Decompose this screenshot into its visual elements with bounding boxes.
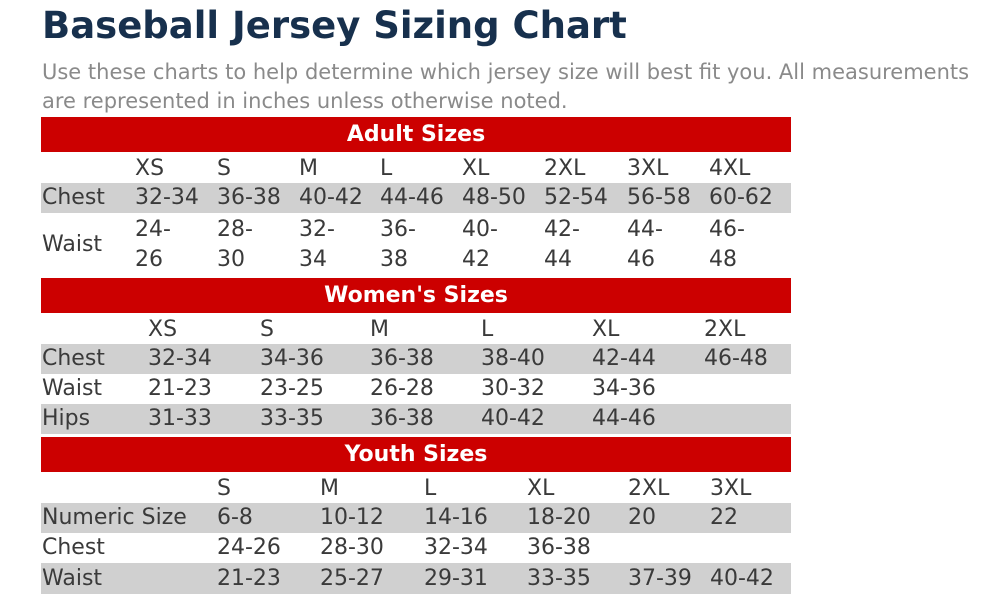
table-cell: 34-36 bbox=[260, 346, 324, 371]
row-label: Chest bbox=[42, 346, 105, 371]
table-header: Youth Sizes bbox=[41, 437, 791, 472]
column-header: XS bbox=[148, 317, 178, 342]
column-header: XL bbox=[527, 476, 555, 501]
table-cell: 23-25 bbox=[260, 376, 324, 401]
table-cell: 40-42 bbox=[462, 217, 498, 272]
column-header: L bbox=[424, 476, 437, 501]
table-cell: 33-35 bbox=[527, 566, 591, 591]
table-header: Women's Sizes bbox=[41, 278, 791, 313]
column-header: S bbox=[217, 476, 231, 501]
table-cell: 32-34 bbox=[135, 185, 199, 210]
table-cell: 24-26 bbox=[217, 535, 281, 560]
column-header: 3XL bbox=[627, 156, 669, 181]
table-cell: 44-46 bbox=[627, 217, 663, 272]
column-header: 2XL bbox=[704, 317, 746, 342]
table-cell: 20 bbox=[628, 505, 656, 530]
table-header: Adult Sizes bbox=[41, 117, 791, 152]
column-header: M bbox=[299, 156, 318, 181]
row-label: Hips bbox=[42, 406, 91, 431]
table-cell: 38-40 bbox=[481, 346, 545, 371]
row-label: Chest bbox=[42, 185, 105, 210]
column-header: L bbox=[481, 317, 494, 342]
column-header: 2XL bbox=[628, 476, 670, 501]
table-cell: 10-12 bbox=[320, 505, 384, 530]
table-cell: 42-44 bbox=[592, 346, 656, 371]
column-header: 4XL bbox=[709, 156, 751, 181]
table-cell: 52-54 bbox=[544, 185, 608, 210]
table-cell: 18-20 bbox=[527, 505, 591, 530]
column-header: XL bbox=[462, 156, 490, 181]
table-cell: 31-33 bbox=[148, 406, 212, 431]
table-cell: 44-46 bbox=[592, 406, 656, 431]
table-cell: 36-38 bbox=[380, 217, 416, 272]
table-cell: 48-50 bbox=[462, 185, 526, 210]
subtitle: Use these charts to help determine which… bbox=[42, 60, 970, 113]
row-label: Chest bbox=[42, 535, 105, 560]
title: Baseball Jersey Sizing Chart bbox=[42, 4, 627, 47]
column-header: 3XL bbox=[710, 476, 752, 501]
table-cell: 32-34 bbox=[299, 217, 335, 272]
table-cell: 56-58 bbox=[627, 185, 691, 210]
table-row bbox=[41, 183, 791, 213]
row-label: Waist bbox=[42, 376, 103, 401]
table-cell: 24-26 bbox=[135, 217, 171, 272]
column-header: M bbox=[370, 317, 389, 342]
column-header: S bbox=[217, 156, 231, 181]
table-row bbox=[41, 503, 791, 533]
table-cell: 28-30 bbox=[217, 217, 253, 272]
table-cell: 40-42 bbox=[299, 185, 363, 210]
table-cell: 32-34 bbox=[424, 535, 488, 560]
column-header: L bbox=[380, 156, 393, 181]
column-header: S bbox=[260, 317, 274, 342]
row-label: Numeric Size bbox=[42, 505, 187, 530]
table-cell: 32-34 bbox=[148, 346, 212, 371]
column-header: 2XL bbox=[544, 156, 586, 181]
table-cell: 26-28 bbox=[370, 376, 434, 401]
table-cell: 40-42 bbox=[710, 566, 774, 591]
table-cell: 21-23 bbox=[217, 566, 281, 591]
table-cell: 21-23 bbox=[148, 376, 212, 401]
table-cell: 36-38 bbox=[217, 185, 281, 210]
table-cell: 42-44 bbox=[544, 217, 580, 272]
row-label: Waist bbox=[42, 566, 103, 591]
table-cell: 44-46 bbox=[380, 185, 444, 210]
column-header: M bbox=[320, 476, 339, 501]
table-row bbox=[41, 404, 791, 434]
table-cell: 22 bbox=[710, 505, 738, 530]
table-cell: 36-38 bbox=[370, 346, 434, 371]
table-cell: 29-31 bbox=[424, 566, 488, 591]
column-header: XL bbox=[592, 317, 620, 342]
table-cell: 14-16 bbox=[424, 505, 488, 530]
table-row bbox=[41, 533, 791, 563]
table-cell: 40-42 bbox=[481, 406, 545, 431]
table-cell: 33-35 bbox=[260, 406, 324, 431]
table-row bbox=[41, 344, 791, 374]
table-cell: 30-32 bbox=[481, 376, 545, 401]
table-cell: 6-8 bbox=[217, 505, 253, 530]
table-cell: 60-62 bbox=[709, 185, 773, 210]
table-cell: 25-27 bbox=[320, 566, 384, 591]
row-label: Waist bbox=[42, 232, 103, 257]
table-cell: 46-48 bbox=[704, 346, 768, 371]
table-cell: 46-48 bbox=[709, 217, 745, 272]
table-cell: 36-38 bbox=[370, 406, 434, 431]
table-cell: 36-38 bbox=[527, 535, 591, 560]
table-cell: 37-39 bbox=[628, 566, 692, 591]
table-cell: 34-36 bbox=[592, 376, 656, 401]
column-header: XS bbox=[135, 156, 165, 181]
table-cell: 28-30 bbox=[320, 535, 384, 560]
table-row bbox=[41, 563, 791, 594]
